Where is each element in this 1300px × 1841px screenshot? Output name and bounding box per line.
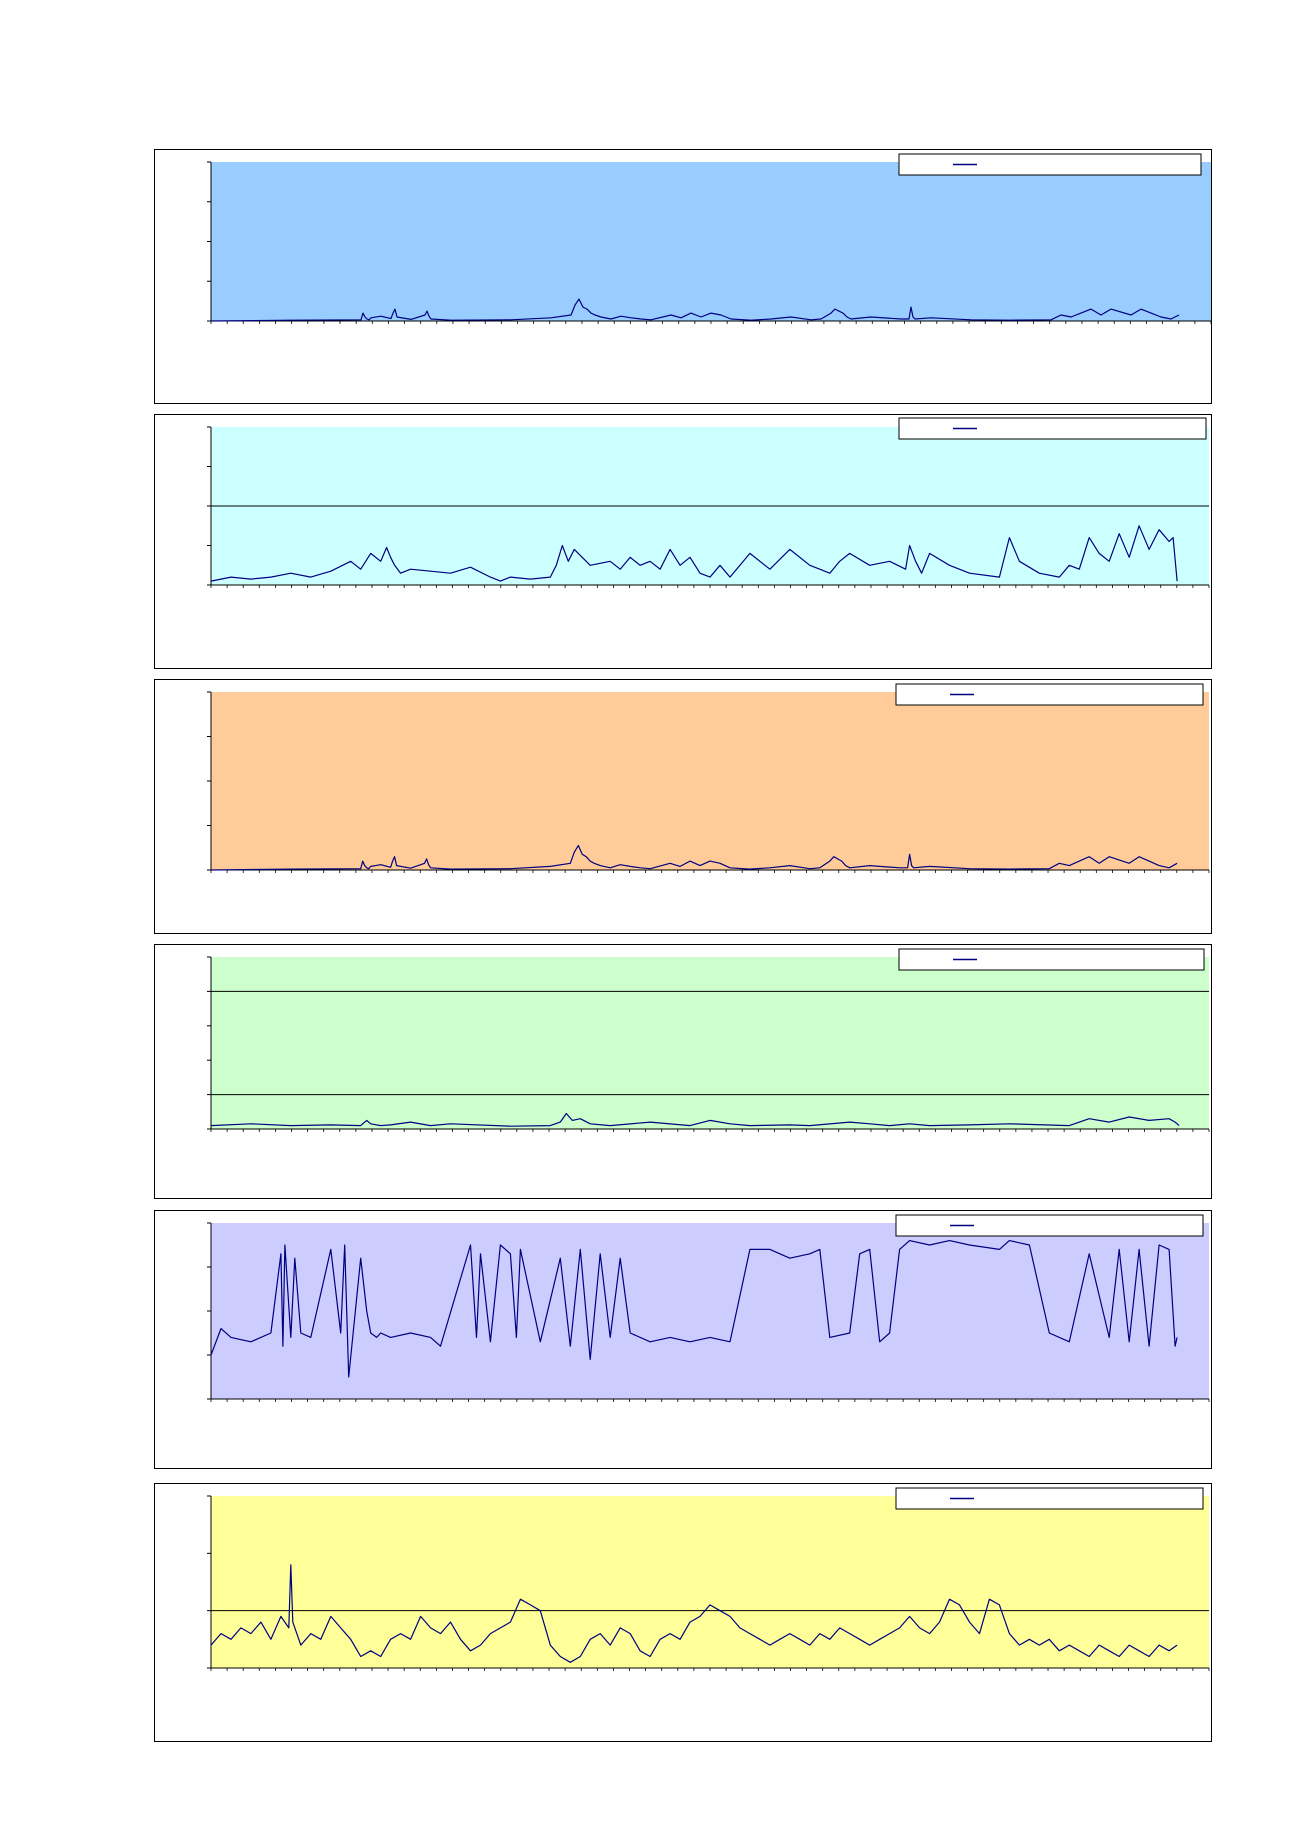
legend-box <box>895 683 1204 706</box>
legend-box <box>898 153 1202 176</box>
plot-area <box>211 1223 1209 1399</box>
chart-svg-1 <box>207 153 1211 324</box>
chart-panel-6 <box>154 1483 1212 1742</box>
plot-area <box>211 162 1211 321</box>
series-line-1 <box>210 525 1178 582</box>
legend-box <box>895 1487 1204 1510</box>
chart-panel-4 <box>154 944 1212 1199</box>
plot-area <box>211 1496 1209 1668</box>
chart-svg-6 <box>207 1487 1210 1671</box>
chart-panel-3 <box>154 679 1212 934</box>
series-line-1 <box>210 1112 1180 1127</box>
series-line-1 <box>210 298 1180 322</box>
series-line-1 <box>210 1564 1178 1663</box>
plot-area <box>211 692 1209 870</box>
series-line-1 <box>210 1240 1178 1378</box>
chart-panel-5 <box>154 1210 1212 1469</box>
chart-panel-2 <box>154 414 1212 669</box>
chart-svg-3 <box>207 683 1210 873</box>
plot-area <box>211 957 1209 1129</box>
series-line-1 <box>210 844 1178 871</box>
legend-box <box>898 948 1205 971</box>
legend-box <box>898 417 1207 440</box>
chart-svg-2 <box>207 417 1210 588</box>
legend-box <box>895 1214 1204 1237</box>
chart-svg-4 <box>207 948 1210 1132</box>
chart-svg-5 <box>207 1214 1210 1402</box>
chart-panel-1 <box>154 149 1212 404</box>
